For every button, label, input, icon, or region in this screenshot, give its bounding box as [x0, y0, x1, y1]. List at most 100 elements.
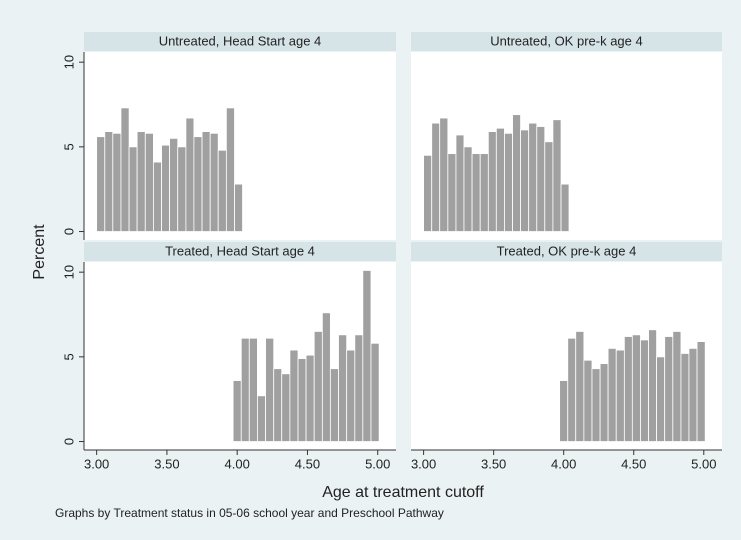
bar	[289, 349, 299, 442]
x-tick-label: 4.00	[225, 456, 250, 471]
x-tick-label: 4.00	[551, 456, 576, 471]
bar	[623, 336, 633, 442]
bar	[96, 136, 106, 232]
x-tick-label: 4.50	[295, 456, 320, 471]
bar	[153, 161, 162, 232]
x-axis-label: Age at treatment cutoff	[322, 484, 484, 501]
bar	[447, 153, 457, 232]
y-tick-label: 0	[61, 228, 76, 235]
bar	[512, 114, 521, 232]
bar	[680, 353, 690, 442]
y-tick-label: 10	[61, 265, 76, 279]
bar	[520, 129, 530, 232]
bar	[104, 131, 114, 232]
panel-title: Treated, OK pre-k age 4	[497, 243, 637, 258]
bar	[599, 363, 609, 442]
bar	[185, 117, 195, 232]
bar	[536, 126, 546, 232]
bar	[329, 368, 339, 442]
bar	[144, 132, 154, 232]
bar	[495, 127, 505, 232]
bar	[575, 331, 585, 442]
bar	[257, 395, 266, 442]
bar	[615, 349, 625, 442]
bar	[193, 136, 203, 232]
bar	[169, 137, 179, 232]
bar	[305, 354, 315, 442]
bar	[455, 134, 465, 232]
bar	[607, 347, 617, 442]
bar	[112, 132, 122, 232]
bar	[583, 359, 593, 442]
bar	[471, 153, 481, 232]
bar	[201, 131, 211, 232]
bar	[559, 380, 569, 442]
bar	[297, 358, 307, 442]
y-tick-label: 0	[61, 438, 76, 445]
bar	[346, 349, 356, 442]
bar	[265, 337, 275, 442]
bar	[338, 334, 348, 442]
bar	[248, 337, 258, 442]
bar	[463, 146, 473, 232]
bar	[161, 144, 170, 232]
bar	[431, 122, 441, 232]
bar	[209, 132, 219, 232]
bar	[567, 337, 577, 442]
x-tick-label: 3.00	[411, 456, 436, 471]
bar	[313, 331, 323, 442]
bar	[631, 334, 641, 442]
bar	[560, 183, 570, 232]
y-tick-label: 5	[61, 353, 76, 360]
bar	[696, 341, 706, 442]
bar	[177, 146, 187, 232]
bar	[640, 339, 649, 442]
bar	[240, 337, 250, 442]
x-tick-label: 5.00	[691, 456, 716, 471]
bar	[479, 153, 489, 232]
bar	[217, 149, 227, 232]
bar	[370, 342, 380, 442]
panel-header	[84, 242, 396, 261]
panel-header	[411, 32, 722, 51]
bar	[648, 329, 657, 442]
panel-title: Treated, Head Start age 4	[165, 243, 315, 258]
y-tick-label: 10	[61, 55, 76, 69]
x-tick-label: 3.00	[84, 456, 109, 471]
bar	[232, 380, 242, 442]
panel-title: Untreated, OK pre-k age 4	[490, 33, 642, 48]
bar	[672, 331, 682, 442]
bar	[225, 107, 235, 232]
bar	[362, 270, 372, 442]
bar	[321, 312, 331, 442]
y-axis-label: Percent	[31, 224, 48, 280]
bar	[552, 119, 562, 232]
bar	[120, 107, 130, 232]
bar	[688, 347, 698, 442]
x-tick-label: 3.50	[154, 456, 179, 471]
bar	[281, 373, 291, 442]
panel-header	[84, 32, 396, 51]
bar	[136, 131, 146, 232]
bar	[528, 122, 538, 232]
bar	[423, 154, 433, 232]
note: Graphs by Treatment status in 05-06 scho…	[55, 506, 444, 520]
bar	[354, 334, 364, 442]
bar	[504, 132, 513, 232]
bar	[544, 141, 554, 232]
bar	[273, 368, 283, 442]
y-tick-label: 5	[61, 143, 76, 150]
panel-title: Untreated, Head Start age 4	[159, 33, 322, 48]
bar	[656, 356, 666, 442]
x-tick-label: 3.50	[481, 456, 506, 471]
bar	[487, 131, 497, 232]
bar	[234, 183, 243, 232]
panel-header	[411, 242, 722, 261]
bar	[591, 368, 601, 442]
bar	[439, 117, 449, 232]
x-tick-label: 4.50	[621, 456, 646, 471]
x-tick-label: 5.00	[365, 456, 390, 471]
bar	[128, 146, 138, 232]
bar	[664, 336, 674, 442]
